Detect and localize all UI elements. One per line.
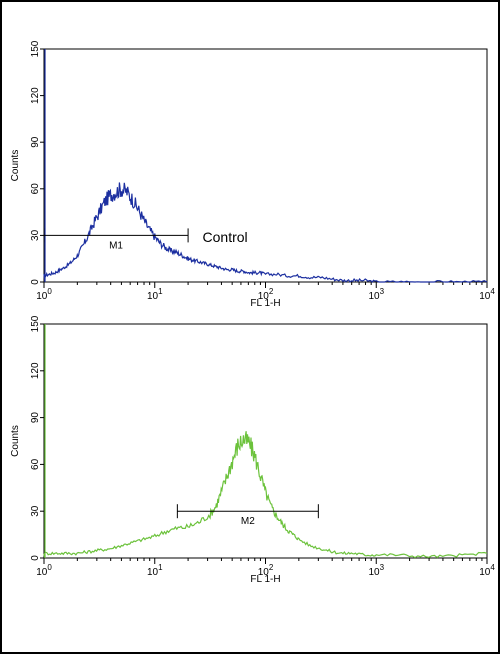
x-tick-label: 104 bbox=[479, 287, 495, 302]
x-tick-label: 103 bbox=[368, 287, 384, 302]
y-tick-label: 30 bbox=[30, 505, 41, 517]
x-tick-label: 102 bbox=[258, 563, 274, 578]
x-axis-label: FL 1-H bbox=[250, 574, 280, 585]
y-tick-label: 150 bbox=[30, 40, 41, 57]
y-axis-label: Counts bbox=[10, 425, 21, 457]
y-tick-label: 120 bbox=[30, 87, 41, 104]
y-tick-label: 120 bbox=[30, 362, 41, 379]
y-tick-label: 60 bbox=[30, 458, 41, 470]
x-tick-label: 104 bbox=[479, 563, 495, 578]
x-tick-label: 102 bbox=[258, 287, 274, 302]
series-line bbox=[43, 49, 488, 283]
x-tick-label: 100 bbox=[36, 287, 52, 302]
y-tick-label: 0 bbox=[30, 279, 41, 285]
y-tick-label: 0 bbox=[30, 555, 41, 561]
plot-area bbox=[43, 323, 488, 559]
y-axis-label: Counts bbox=[10, 150, 21, 182]
series-line bbox=[43, 324, 488, 559]
y-tick-label: 60 bbox=[30, 183, 41, 195]
y-tick-label: 150 bbox=[30, 315, 41, 332]
x-tick-label: 100 bbox=[36, 563, 52, 578]
annotation-label: Control bbox=[203, 229, 248, 245]
y-tick-label: 90 bbox=[30, 136, 41, 148]
y-tick-label: 90 bbox=[30, 412, 41, 424]
y-tick-label: 30 bbox=[30, 229, 41, 241]
gate-label: M2 bbox=[241, 516, 255, 527]
x-tick-label: 101 bbox=[147, 563, 163, 578]
x-tick-label: 103 bbox=[368, 563, 384, 578]
x-axis-label: FL 1-H bbox=[250, 298, 280, 309]
bottom-panel: 0 30 60 90 120 150 Counts 100 101 102 103 104 FL 1-H… bbox=[10, 315, 495, 585]
gate-label: M1 bbox=[109, 240, 123, 251]
top-panel: 0 30 60 90 120 150 Counts 100 101 102 103 104 FL 1-H… bbox=[10, 40, 495, 309]
x-tick-label: 101 bbox=[147, 287, 163, 302]
